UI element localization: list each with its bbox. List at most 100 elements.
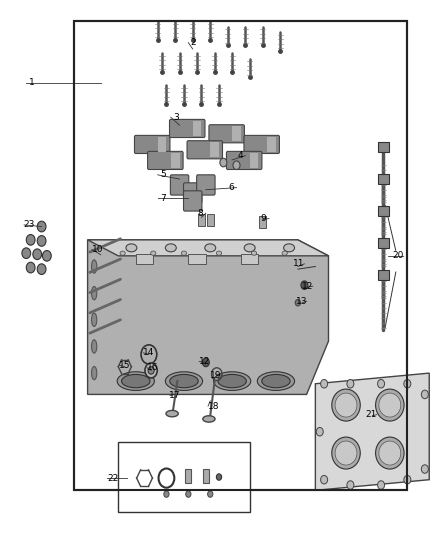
Circle shape [33,249,42,260]
Bar [158,137,166,152]
FancyBboxPatch shape [170,175,189,195]
FancyBboxPatch shape [184,191,202,211]
Ellipse shape [92,260,97,273]
Text: 11: 11 [293,260,305,268]
Ellipse shape [170,374,198,388]
Text: 2: 2 [191,38,196,47]
Bar [171,153,180,168]
Bar [232,126,241,141]
Ellipse shape [205,244,215,252]
Circle shape [347,379,354,388]
Bar [250,153,258,168]
Text: 21: 21 [366,410,377,419]
Circle shape [208,491,213,497]
Circle shape [421,465,428,473]
Ellipse shape [379,441,401,465]
FancyBboxPatch shape [244,135,279,154]
FancyBboxPatch shape [197,175,215,195]
Ellipse shape [284,244,295,252]
FancyBboxPatch shape [187,141,223,159]
Ellipse shape [335,393,357,417]
Polygon shape [315,373,429,490]
Bar [74,21,407,490]
FancyBboxPatch shape [134,135,170,154]
Circle shape [26,235,35,245]
Ellipse shape [151,251,156,255]
Text: 8: 8 [198,209,204,217]
Ellipse shape [126,244,137,252]
Text: 12: 12 [302,282,313,290]
FancyBboxPatch shape [170,119,205,138]
Bar [378,206,389,216]
Circle shape [37,221,46,232]
Bar [241,254,258,264]
Text: 1: 1 [28,78,35,87]
Text: 19: 19 [210,371,222,379]
Ellipse shape [121,374,150,388]
Ellipse shape [332,389,360,421]
Ellipse shape [166,244,176,252]
Circle shape [233,161,240,169]
Text: 12: 12 [199,357,210,366]
Circle shape [404,475,411,484]
Ellipse shape [92,340,97,353]
Circle shape [301,281,308,289]
Text: 23: 23 [24,221,35,229]
Ellipse shape [257,372,294,390]
Text: 18: 18 [208,402,219,410]
Circle shape [378,379,385,388]
Ellipse shape [92,287,97,300]
Bar [188,254,206,264]
Bar [198,214,205,226]
Bar [203,469,209,483]
Ellipse shape [181,251,187,255]
Bar [74,21,407,490]
Bar [193,121,201,136]
Text: 9: 9 [261,214,267,223]
Circle shape [164,491,169,497]
Ellipse shape [92,313,97,326]
Circle shape [145,363,157,378]
Bar [207,214,214,226]
Ellipse shape [282,251,287,255]
Ellipse shape [375,437,404,469]
Text: 17: 17 [170,391,181,400]
Ellipse shape [203,416,215,422]
Bar [378,174,389,184]
Circle shape [202,358,209,367]
Text: 6: 6 [228,183,234,192]
Bar [185,469,191,483]
Text: 4: 4 [237,151,243,160]
Circle shape [404,379,411,388]
Circle shape [347,481,354,489]
Ellipse shape [117,372,154,390]
Circle shape [216,474,222,480]
Circle shape [421,390,428,399]
Circle shape [316,427,323,436]
FancyBboxPatch shape [209,125,244,143]
Text: 20: 20 [392,252,403,260]
Bar [210,142,219,157]
Ellipse shape [332,437,360,469]
Ellipse shape [244,244,255,252]
Ellipse shape [213,372,251,390]
Circle shape [295,300,300,306]
Ellipse shape [166,410,178,417]
Bar [378,142,389,152]
Circle shape [37,236,46,246]
Circle shape [378,481,385,489]
Text: 16: 16 [147,364,158,372]
Circle shape [26,262,35,273]
Circle shape [42,251,51,261]
Text: 22: 22 [107,474,118,482]
Ellipse shape [261,374,290,388]
Polygon shape [88,240,328,256]
Text: 5: 5 [160,171,166,179]
Text: 3: 3 [173,113,179,122]
Text: 13: 13 [296,297,307,305]
Polygon shape [88,240,328,394]
Circle shape [321,475,328,484]
Circle shape [186,491,191,497]
Ellipse shape [335,441,357,465]
Bar [136,254,153,264]
